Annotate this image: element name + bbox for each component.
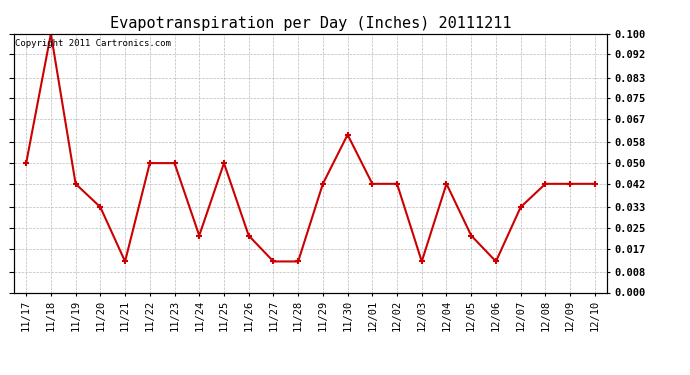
Text: Copyright 2011 Cartronics.com: Copyright 2011 Cartronics.com	[15, 39, 171, 48]
Title: Evapotranspiration per Day (Inches) 20111211: Evapotranspiration per Day (Inches) 2011…	[110, 16, 511, 31]
